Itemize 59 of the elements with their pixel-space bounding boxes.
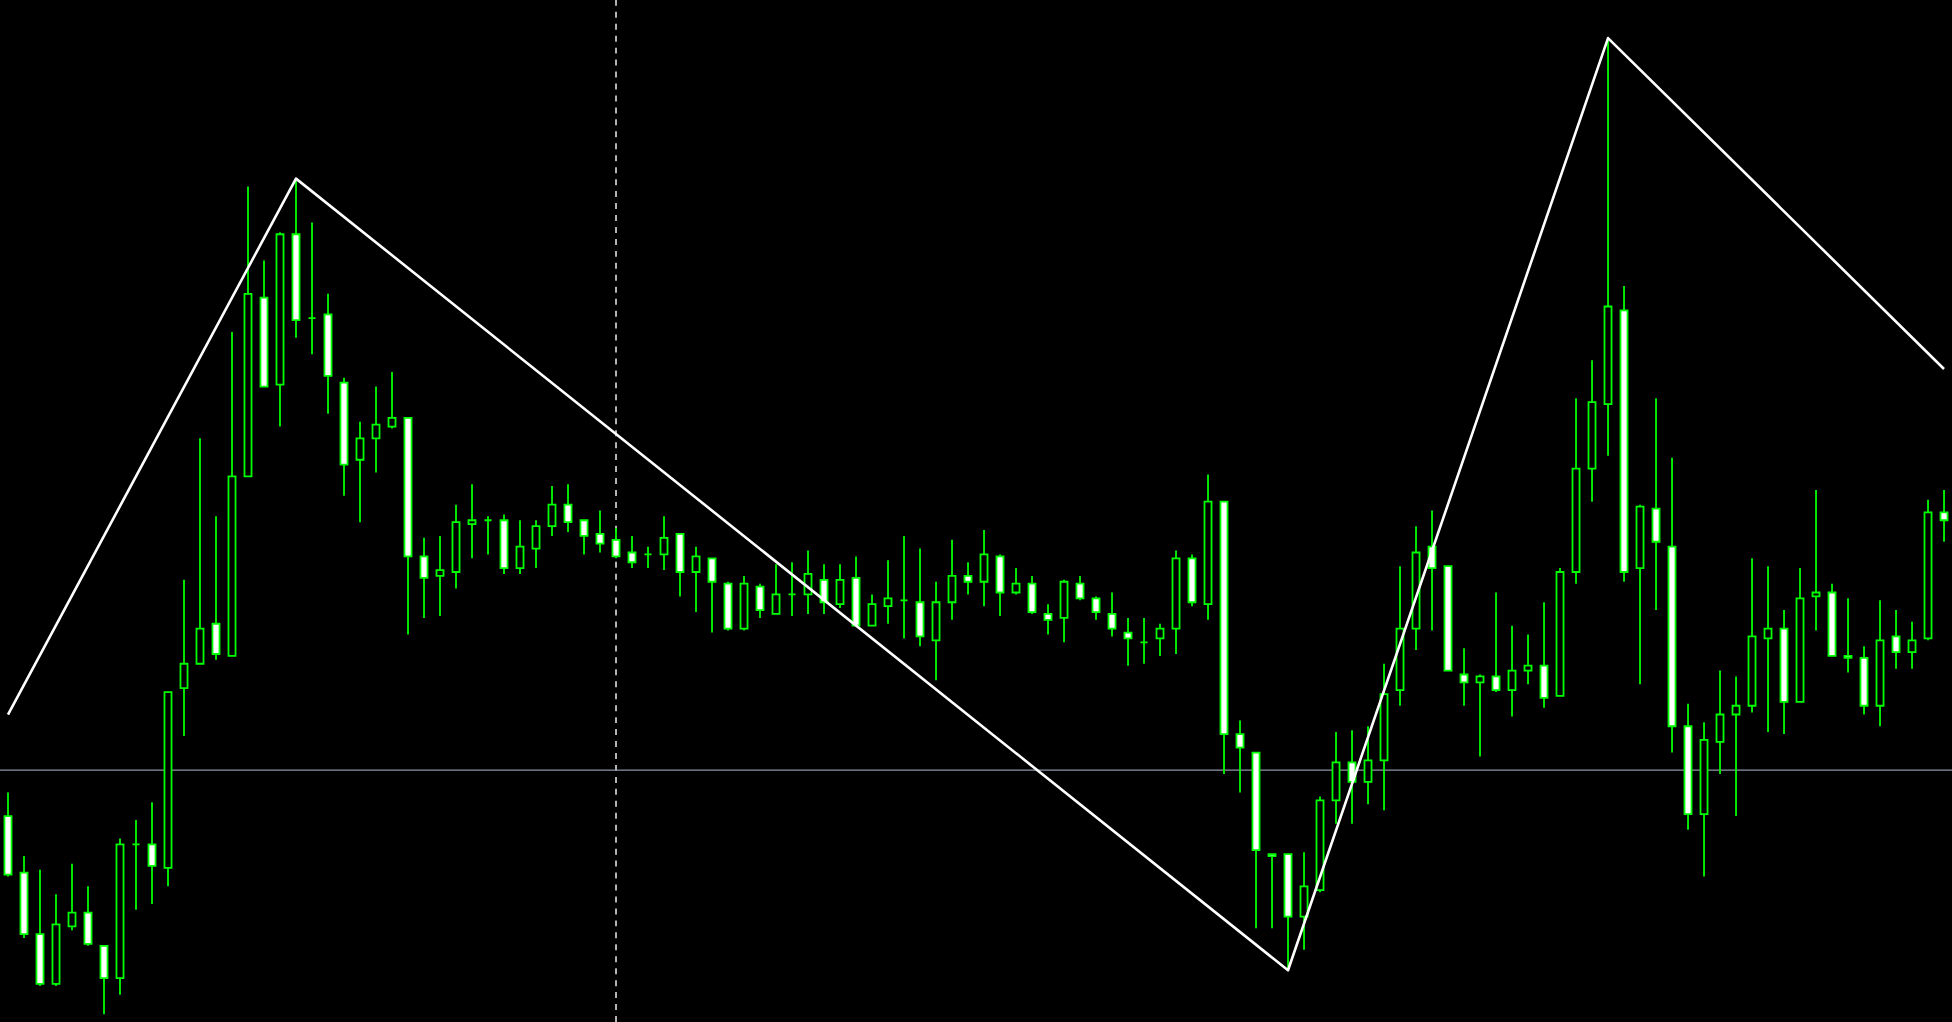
candlestick <box>435 534 445 617</box>
candlestick <box>1619 285 1629 583</box>
candlestick <box>83 885 93 947</box>
candlestick <box>883 559 893 625</box>
candlestick <box>1779 609 1789 735</box>
candlestick <box>723 580 733 632</box>
candlestick <box>1539 601 1549 709</box>
candlestick <box>1843 597 1853 674</box>
candlestick <box>915 547 925 648</box>
candlestick <box>1091 595 1101 621</box>
candlestick <box>1171 549 1181 655</box>
candlestick <box>1715 669 1725 775</box>
candlestick <box>1635 503 1645 686</box>
candlestick <box>339 376 349 497</box>
candlestick <box>1747 557 1757 714</box>
candlestick <box>1203 473 1213 621</box>
candlestick <box>1043 603 1053 636</box>
candlestick <box>115 837 125 996</box>
candlestick <box>531 519 541 569</box>
candlestick <box>947 538 957 621</box>
candlestick <box>979 529 989 608</box>
candlestick <box>499 513 509 575</box>
candlestick <box>1107 591 1117 638</box>
candlestick <box>3 791 13 878</box>
candlestick <box>355 420 365 524</box>
candlestick <box>323 292 333 415</box>
candlestick <box>595 509 605 554</box>
candlestick <box>1603 37 1613 457</box>
candlestick <box>211 515 221 661</box>
candlestick <box>51 893 61 987</box>
candlestick <box>691 545 701 613</box>
candlestick <box>1683 702 1693 831</box>
candlestick <box>963 561 973 596</box>
candlestick <box>1059 578 1069 644</box>
candlestick <box>1363 725 1373 806</box>
candlestick <box>1571 397 1581 585</box>
candlestick <box>35 868 45 987</box>
candlestick <box>931 580 941 682</box>
candlestick <box>1187 553 1197 608</box>
candlestick <box>467 483 477 560</box>
candlestick <box>1875 599 1885 728</box>
candlestick <box>995 553 1005 617</box>
candlestick <box>451 503 461 590</box>
candlestick <box>739 575 749 632</box>
candlestick <box>147 801 157 905</box>
candlestick <box>419 536 429 619</box>
candlestick <box>1027 575 1037 615</box>
candlestick <box>1923 498 1933 642</box>
candlestick <box>291 177 301 339</box>
candlestick <box>1331 731 1341 825</box>
candlestick <box>1699 721 1709 878</box>
candlestick <box>1907 620 1917 670</box>
candlestick <box>19 855 29 939</box>
candlestick <box>1667 456 1677 754</box>
candlestick <box>1651 397 1661 611</box>
candlestick <box>1235 719 1245 794</box>
candlestick <box>1859 645 1869 716</box>
candlestick <box>275 231 285 428</box>
candlestick <box>1587 359 1597 503</box>
